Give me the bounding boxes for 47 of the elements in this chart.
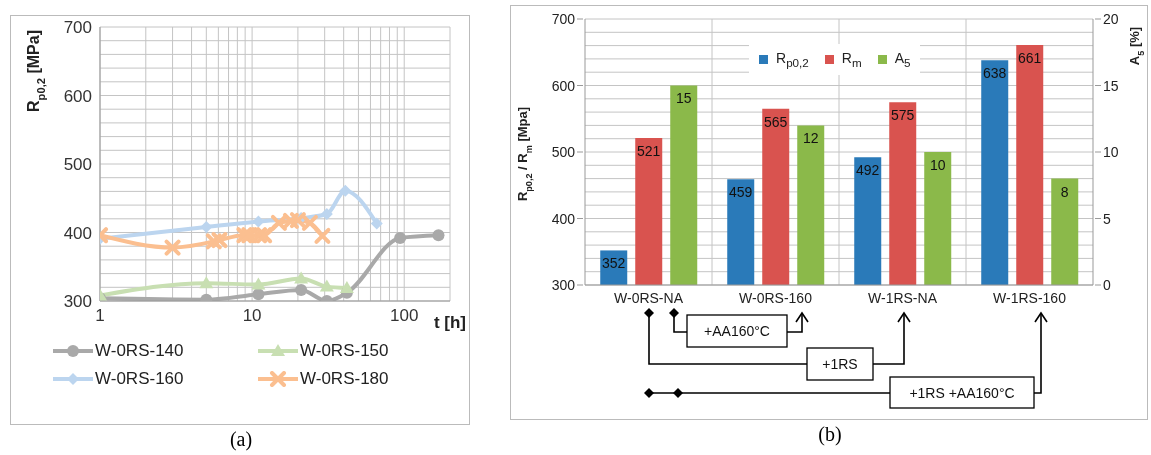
y-tick-label: 500 <box>551 144 576 160</box>
x-tick-label: W-1RS-160 <box>993 289 1067 306</box>
data-label: 521 <box>637 142 661 159</box>
y-tick-label: 400 <box>551 210 576 227</box>
legend-label: W-0RS-150 <box>300 341 389 361</box>
data-label: 575 <box>891 107 915 124</box>
legend-label: W-0RS-180 <box>300 369 389 389</box>
y2-tick-label: 10 <box>1103 144 1119 160</box>
y2-tick-label: 5 <box>1103 210 1111 227</box>
y-tick-label: 400 <box>63 223 92 243</box>
text: (b) <box>817 423 843 446</box>
y2-tick-label: 15 <box>1103 77 1119 94</box>
legend-label: R$_{p0,2}$ <box>776 50 809 69</box>
data-label: 638 <box>983 65 1007 82</box>
y2-tick-label: 0 <box>1103 277 1111 293</box>
y-tick-label: 500 <box>63 155 92 175</box>
data-label: 352 <box>602 255 626 272</box>
y-tick-label: 600 <box>63 86 92 106</box>
x-axis-title: t [h] <box>433 313 466 332</box>
x-tick-label: 1 <box>95 306 105 326</box>
legend-label: R$_{m}$ <box>841 50 862 69</box>
legend-label: A$_{5}$ <box>894 50 911 69</box>
text: +AA160°C <box>704 323 770 339</box>
data-label: 15 <box>675 90 692 107</box>
x-tick-label: 100 <box>390 306 419 326</box>
data-label: 459 <box>729 184 753 201</box>
y-tick-label: 700 <box>551 11 576 27</box>
data-label: 661 <box>1018 49 1042 66</box>
text: (a) <box>228 428 254 451</box>
data-label: 12 <box>802 130 819 147</box>
y-tick-label: 300 <box>551 277 576 293</box>
y-tick-label: 300 <box>63 292 92 312</box>
legend-label: W-0RS-140 <box>95 341 184 361</box>
x-tick-label: W-1RS-NA <box>868 289 938 306</box>
x-tick-label: W-0RS-NA <box>614 289 684 306</box>
y2-tick-label: 20 <box>1103 11 1119 27</box>
data-label: 492 <box>856 162 880 179</box>
x-tick-label: 10 <box>242 306 262 326</box>
legend-label: W-0RS-160 <box>95 369 184 389</box>
data-label: 10 <box>929 156 946 173</box>
text: +1RS +AA160°C <box>909 384 1015 401</box>
x-tick-label: W-0RS-160 <box>739 289 813 306</box>
y-tick-label: 600 <box>551 77 576 94</box>
data-label: 8 <box>1060 183 1069 200</box>
y-tick-label: 700 <box>63 18 92 38</box>
text: +1RS <box>822 356 858 372</box>
data-label: 565 <box>764 113 788 130</box>
